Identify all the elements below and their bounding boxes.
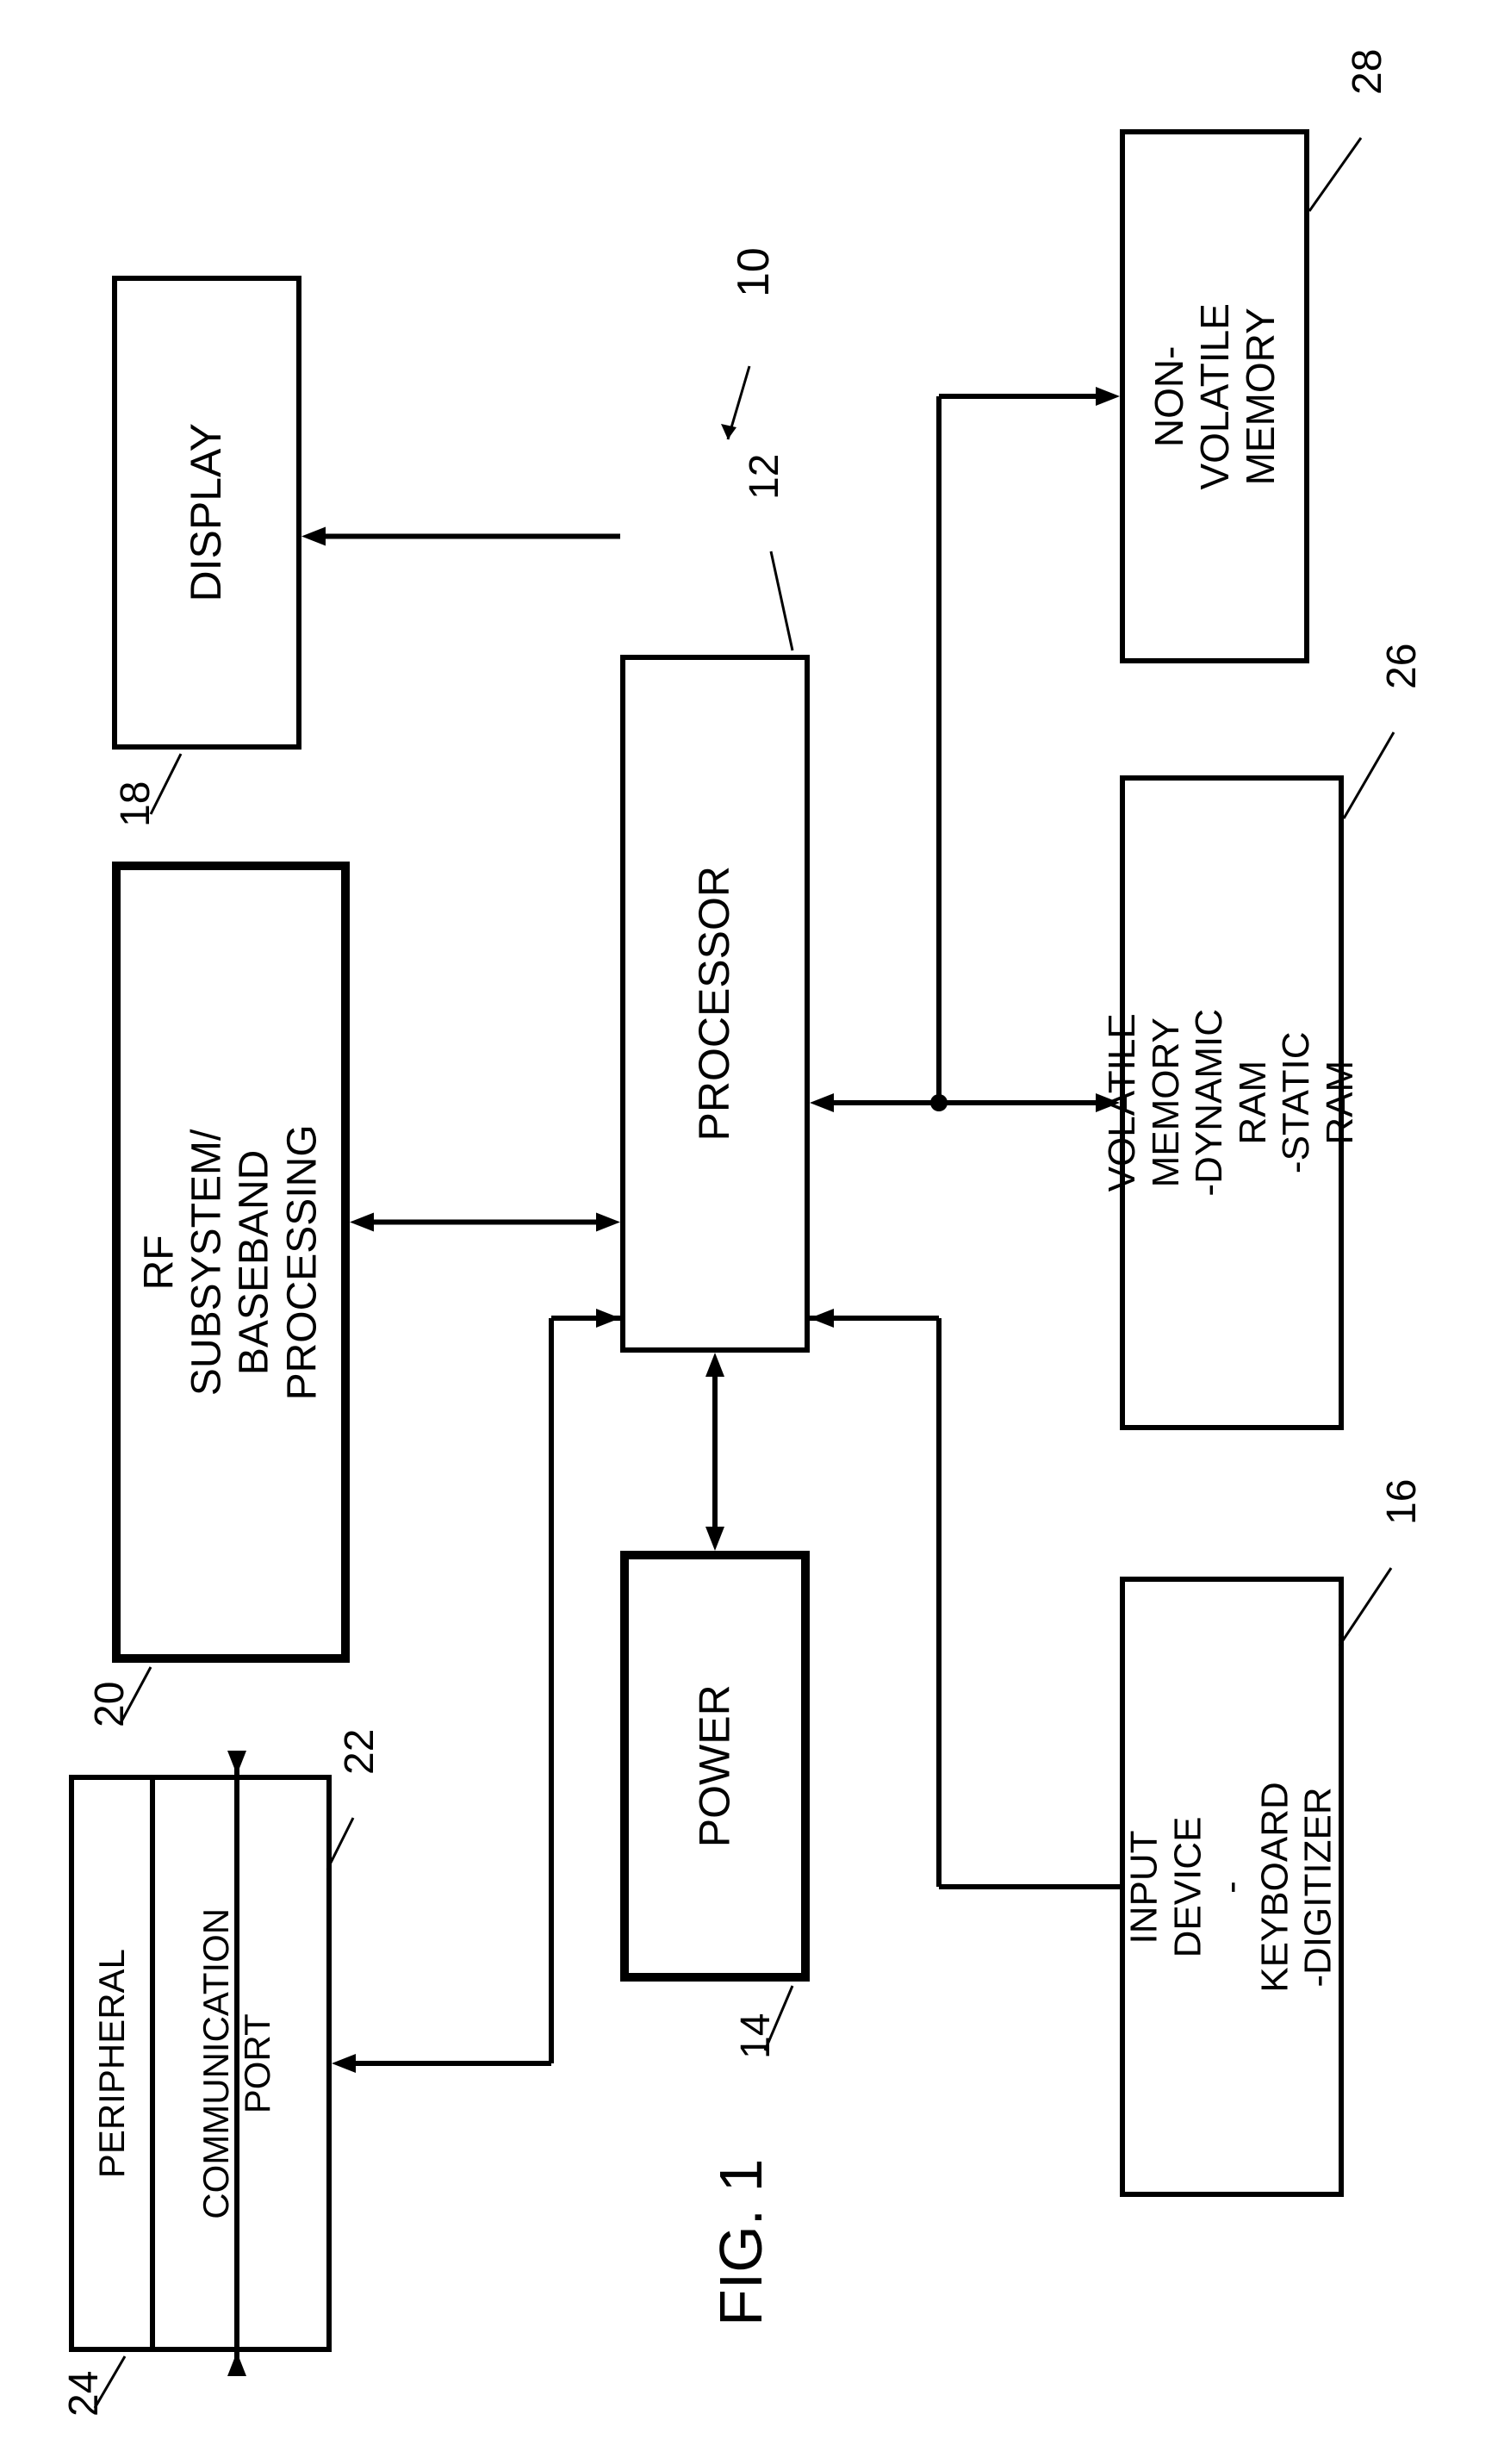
volatile-memory-block: VOLATILE MEMORY -DYNAMIC RAM -STATIC RAM xyxy=(1120,775,1344,1430)
figure-caption: FIG. 1 xyxy=(706,2159,775,2326)
processor-block: PROCESSOR xyxy=(620,655,810,1353)
ref-22-label: 22 xyxy=(336,1729,383,1775)
processor-label: PROCESSOR xyxy=(690,866,740,1142)
display-block: DISPLAY xyxy=(112,276,301,750)
ref-20-label: 20 xyxy=(86,1682,134,1727)
ref-10-label: 10 xyxy=(728,247,780,297)
ref-12-label: 12 xyxy=(741,454,788,500)
peripheral-label: PERIPHERAL xyxy=(91,1949,133,2178)
nonvol-label: NON-VOLATILE MEMORY xyxy=(1147,303,1283,489)
input-label: INPUT DEVICE -KEYBOARD -DIGITIZER xyxy=(1123,1780,1341,1994)
ref-28-label: 28 xyxy=(1344,49,1391,95)
ref-24-label: 24 xyxy=(60,2371,108,2417)
power-label: POWER xyxy=(690,1685,740,1848)
ref-16-label: 16 xyxy=(1378,1479,1426,1525)
diagram-canvas: PROCESSOR POWER DISPLAY RF SUBSYSTEM/ BA… xyxy=(0,0,1504,2464)
peripheral-block: PERIPHERAL xyxy=(69,1775,155,2352)
rf-label: RF SUBSYSTEM/ BASEBAND PROCESSING xyxy=(136,1124,326,1400)
ref-14-label: 14 xyxy=(732,2013,780,2059)
display-label: DISPLAY xyxy=(182,423,232,602)
ref-18-label: 18 xyxy=(112,781,159,827)
ref-26-label: 26 xyxy=(1378,644,1426,689)
rf-subsystem-block: RF SUBSYSTEM/ BASEBAND PROCESSING xyxy=(112,862,350,1663)
input-device-block: INPUT DEVICE -KEYBOARD -DIGITIZER xyxy=(1120,1577,1344,2197)
communication-port-block: COMMUNICATION PORT xyxy=(142,1775,332,2352)
non-volatile-memory-block: NON-VOLATILE MEMORY xyxy=(1120,129,1309,663)
comm-label: COMMUNICATION PORT xyxy=(196,1908,279,2219)
vol-label: VOLATILE MEMORY -DYNAMIC RAM -STATIC RAM xyxy=(1101,996,1363,1210)
power-block: POWER xyxy=(620,1551,810,1982)
